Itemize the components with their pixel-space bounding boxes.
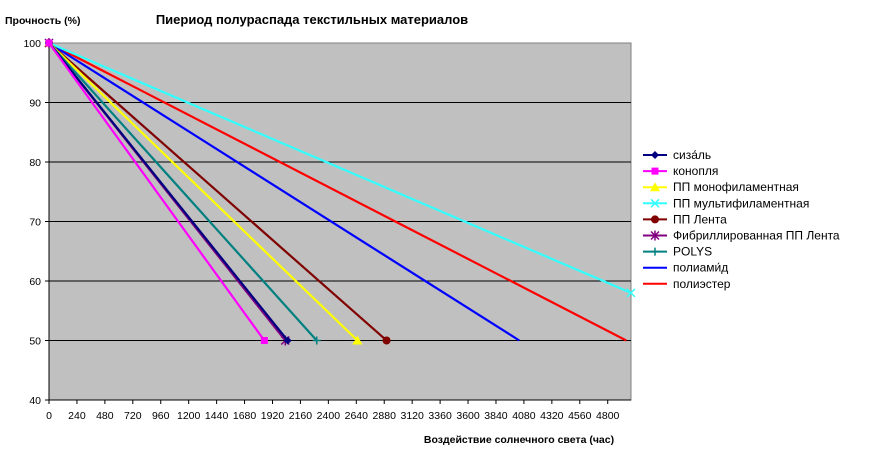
y-tick-label: 90 <box>29 98 41 110</box>
legend-item-label: ПП мультифиламентная <box>673 196 809 210</box>
series-line-8 <box>48 42 627 342</box>
x-axis-ticks: 0 240 480 720 960 1200 1440 1680 1920 2160 2400 264… <box>46 400 620 422</box>
series-lines <box>44 38 636 346</box>
y-axis-label: Прочность (%) <box>5 15 81 27</box>
x-tick-label: 1440 <box>205 410 229 422</box>
x-tick-label: 960 <box>152 410 170 422</box>
legend-item-label: сиза́ль <box>673 148 711 162</box>
legend-marker <box>651 151 659 159</box>
data-point <box>45 39 53 47</box>
x-tick-label: 3360 <box>428 410 452 422</box>
x-tick-label: 1920 <box>261 410 285 422</box>
data-point <box>626 288 636 298</box>
legend-item-label: ПП монофиламентная <box>673 180 799 194</box>
y-tick-label: 40 <box>29 395 41 407</box>
series-line-0 <box>48 42 289 342</box>
x-tick-label: 1200 <box>177 410 201 422</box>
series-line-7 <box>48 42 520 342</box>
x-tick-label: 4320 <box>540 410 564 422</box>
data-point <box>283 336 292 345</box>
legend: сиза́ль конопля ПП монофиламентная ПП мульт… <box>643 148 840 291</box>
series-line-1 <box>48 42 266 342</box>
x-tick-label: 720 <box>124 410 142 422</box>
x-tick-label: 4800 <box>596 410 620 422</box>
data-point <box>382 336 391 345</box>
x-tick-label: 4080 <box>512 410 536 422</box>
legend-marker <box>651 215 659 224</box>
x-tick-label: 2880 <box>373 410 397 422</box>
legend-marker <box>650 230 660 241</box>
x-tick-label: 2160 <box>289 410 313 422</box>
x-tick-label: 3840 <box>484 410 508 422</box>
data-point <box>260 337 268 344</box>
series-line-3 <box>48 41 632 294</box>
legend-item-label: ПП Лента <box>673 212 727 226</box>
y-tick-label: 70 <box>29 217 41 229</box>
x-tick-label: 1680 <box>233 410 257 422</box>
y-tick-label: 100 <box>23 38 41 50</box>
legend-marker <box>650 182 660 192</box>
y-axis-ticks: 40 50 60 70 80 90 100 <box>23 38 49 407</box>
legend-item-label: Фибриллированная ПП Лента <box>673 229 840 243</box>
y-tick-label: 60 <box>29 276 41 288</box>
data-point <box>312 336 321 345</box>
x-tick-label: 2400 <box>317 410 341 422</box>
data-point <box>352 335 363 345</box>
y-tick-label: 50 <box>29 336 41 348</box>
series-line-4 <box>48 42 388 342</box>
y-tick-label: 80 <box>29 157 41 169</box>
legend-marker <box>651 247 659 256</box>
legend-item-label: полиэстер <box>673 277 731 291</box>
x-tick-label: 3600 <box>456 410 480 422</box>
x-tick-label: 3120 <box>400 410 424 422</box>
x-tick-label: 4560 <box>568 410 592 422</box>
chart-title: Пиериод полураспада текстильных материал… <box>156 12 468 27</box>
legend-marker <box>651 167 659 175</box>
x-tick-label: 0 <box>46 410 52 422</box>
x-axis-label: Воздействие солнечного света (час) <box>424 434 614 446</box>
legend-marker <box>650 198 660 208</box>
series-line-6 <box>48 42 318 342</box>
legend-item-label: полиами́д <box>673 261 728 275</box>
x-tick-label: 480 <box>96 410 114 422</box>
legend-item-label: POLYS <box>673 245 712 259</box>
x-tick-label: 2640 <box>345 410 369 422</box>
legend-item-label: конопля <box>673 164 718 178</box>
x-tick-label: 240 <box>68 410 86 422</box>
series-line-2 <box>48 42 359 342</box>
